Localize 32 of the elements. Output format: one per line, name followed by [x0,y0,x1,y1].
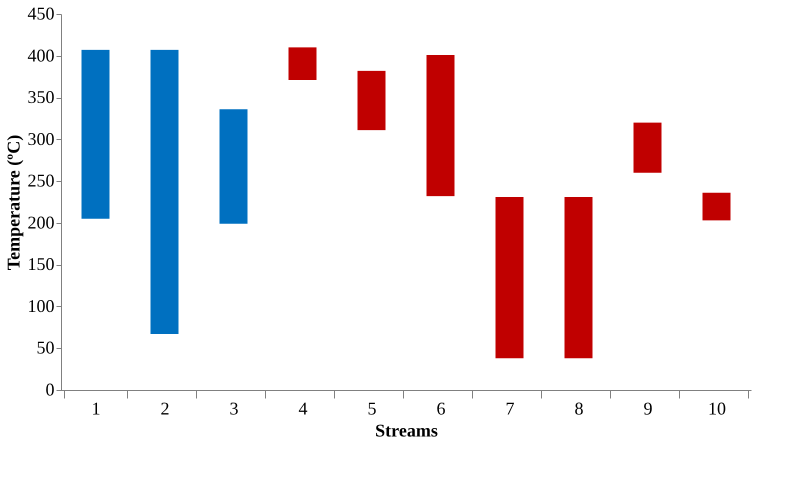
bar [564,196,592,358]
x-tick-label: 9 [644,398,652,418]
x-tick-label: 1 [92,398,100,418]
x-axis-title: Streams [375,420,438,440]
x-tick-label: 3 [230,398,238,418]
x-tick-label: 10 [708,398,726,418]
y-tick-label: 150 [28,254,54,274]
x-tick-label: 4 [298,398,308,418]
bar [82,50,110,219]
x-tick-label: 7 [506,398,514,418]
y-tick-label: 200 [28,212,54,232]
y-tick-label: 400 [28,45,54,66]
bar [496,196,524,358]
y-tick-label: 350 [28,87,54,108]
x-tick-label: 5 [368,398,376,418]
y-tick-label: 50 [36,338,54,358]
x-tick-label: 6 [436,398,446,418]
bar [634,122,662,173]
bar [358,70,386,130]
bar [220,109,248,224]
y-axis-title: Temperature (ºC) [4,134,24,270]
x-tick-label: 2 [160,398,170,418]
y-tick-label: 100 [28,296,54,316]
bar [288,47,316,80]
bar [702,192,730,220]
x-tick-label: 8 [574,398,584,418]
bar [426,54,454,196]
y-tick-label: 450 [28,4,54,24]
bar [150,50,178,334]
y-tick-label: 250 [28,170,54,191]
y-tick-label: 0 [46,380,54,400]
y-tick-label: 300 [28,128,54,149]
